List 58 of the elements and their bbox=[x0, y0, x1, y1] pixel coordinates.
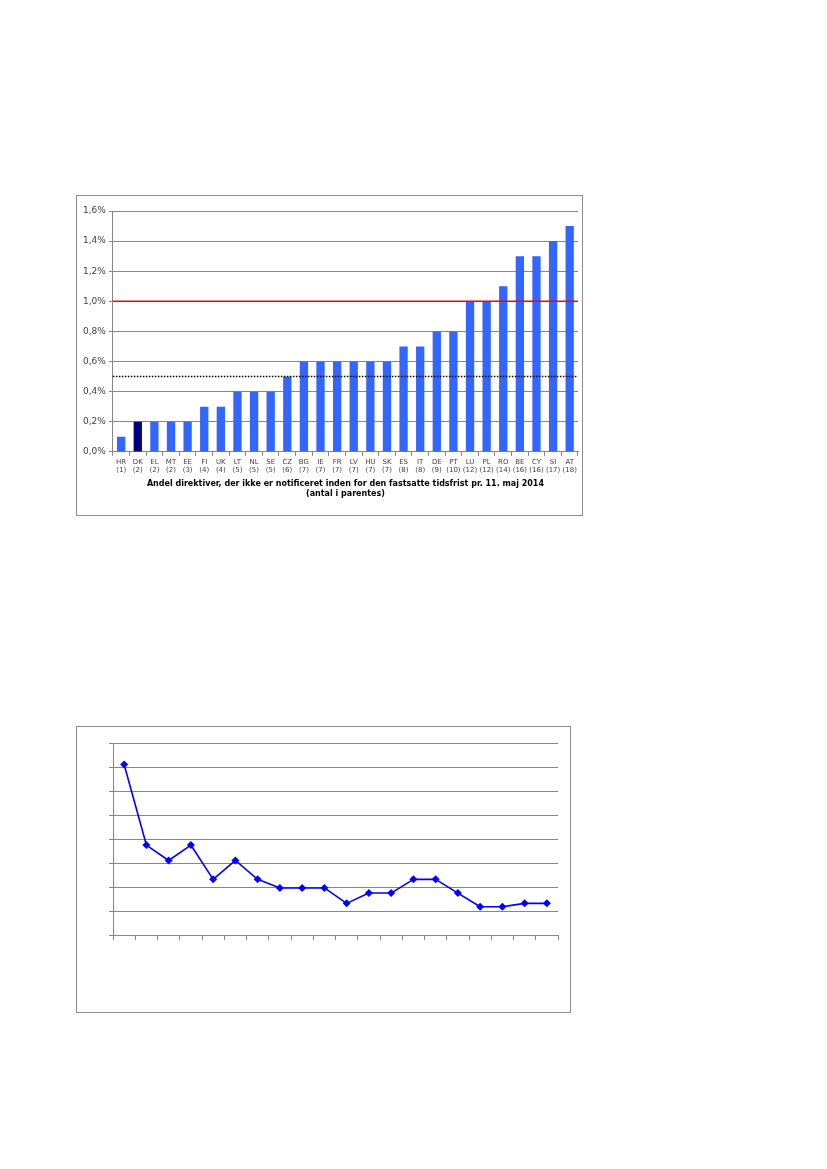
bar bbox=[382, 361, 392, 452]
bar bbox=[449, 331, 458, 452]
bar bbox=[482, 301, 491, 452]
bar bbox=[515, 256, 525, 452]
bar bbox=[249, 391, 259, 452]
point bbox=[275, 883, 284, 892]
point bbox=[142, 841, 151, 850]
y-tick-label: 0,0% bbox=[82, 446, 107, 457]
point bbox=[453, 889, 462, 898]
bar bbox=[366, 361, 375, 452]
y-tick-label: 0,8% bbox=[82, 325, 107, 336]
point bbox=[120, 760, 129, 769]
y-tick-label: 1,0% bbox=[82, 295, 107, 306]
point bbox=[186, 841, 195, 850]
bar bbox=[117, 436, 126, 452]
bar bbox=[565, 226, 574, 452]
point bbox=[387, 889, 396, 898]
y-tick-label: 1,6% bbox=[82, 205, 107, 216]
point bbox=[498, 902, 507, 911]
bar bbox=[349, 361, 358, 452]
y-tick-label: 0,6% bbox=[82, 355, 107, 366]
point bbox=[409, 875, 418, 884]
bar bbox=[200, 406, 209, 452]
point bbox=[231, 856, 240, 865]
point bbox=[253, 875, 262, 884]
bar bbox=[399, 346, 408, 452]
bar bbox=[266, 391, 275, 452]
y-tick-label: 0,4% bbox=[82, 386, 107, 397]
bar bbox=[299, 361, 309, 452]
point bbox=[520, 899, 529, 908]
point bbox=[431, 875, 440, 884]
point bbox=[364, 889, 373, 898]
point bbox=[542, 899, 551, 908]
point bbox=[342, 899, 351, 908]
point bbox=[209, 875, 218, 884]
y-tick-label: 0,2% bbox=[82, 416, 107, 427]
point bbox=[298, 883, 307, 892]
bar bbox=[133, 421, 142, 452]
point bbox=[164, 856, 173, 865]
bar bbox=[150, 421, 159, 452]
bar bbox=[166, 421, 176, 452]
bar bbox=[183, 421, 192, 452]
bar bbox=[216, 406, 225, 452]
bar bbox=[332, 361, 342, 452]
point bbox=[476, 902, 485, 911]
point bbox=[320, 883, 329, 892]
bar bbox=[316, 361, 325, 452]
bar bbox=[499, 286, 508, 452]
y-tick-label: 1,4% bbox=[82, 235, 107, 246]
bar bbox=[432, 331, 441, 452]
y-tick-label: 1,2% bbox=[82, 265, 107, 276]
x-axis-title: Andel direktiver, der ikke er notificeret inden for den fastsatte tidsfrist pr. 11. maj 2014 (antal i parentes) bbox=[146, 479, 545, 499]
bar bbox=[283, 376, 292, 452]
bar bbox=[416, 346, 425, 452]
bar bbox=[233, 391, 242, 452]
bar bbox=[548, 241, 558, 452]
bar bbox=[532, 256, 541, 452]
bar bbox=[465, 301, 475, 452]
